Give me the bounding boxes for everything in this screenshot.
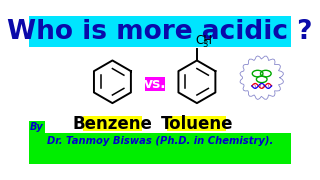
- FancyBboxPatch shape: [83, 116, 142, 131]
- FancyBboxPatch shape: [29, 133, 291, 164]
- Text: Benzene: Benzene: [73, 115, 152, 133]
- Text: Dr. Tanmoy Biswas (Ph.D. in Chemistry).: Dr. Tanmoy Biswas (Ph.D. in Chemistry).: [47, 136, 273, 146]
- FancyBboxPatch shape: [167, 116, 227, 131]
- Text: CH: CH: [195, 34, 212, 47]
- Text: vs.: vs.: [144, 77, 166, 91]
- Text: 3: 3: [203, 40, 208, 49]
- Text: By: By: [30, 122, 44, 132]
- Text: Who is more acidic ?: Who is more acidic ?: [7, 19, 313, 45]
- FancyBboxPatch shape: [145, 77, 165, 91]
- FancyBboxPatch shape: [29, 16, 291, 47]
- Text: Toluene: Toluene: [161, 115, 233, 133]
- FancyBboxPatch shape: [29, 121, 45, 133]
